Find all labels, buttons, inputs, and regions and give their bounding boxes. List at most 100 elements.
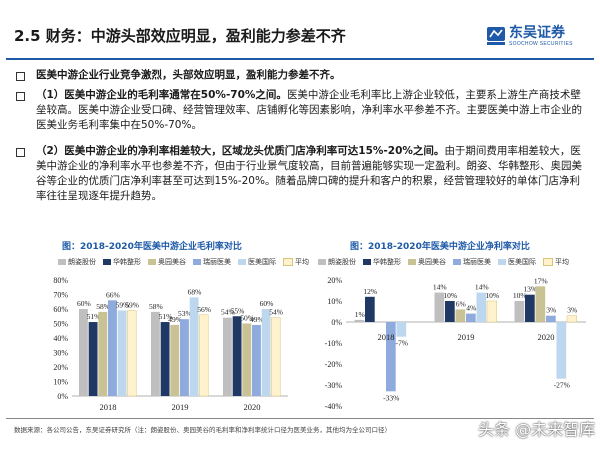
y-tick-label: 30%	[53, 349, 68, 358]
legend-swatch	[58, 259, 66, 265]
bar-value-label: 54%	[269, 308, 283, 317]
legend-swatch	[453, 259, 461, 265]
bullet-1-bold: 医美中游企业行业竞争激烈，头部效应明显，盈利能力参差不齐。	[36, 69, 341, 81]
legend-label: 奥园美谷	[418, 258, 446, 266]
bar	[386, 322, 396, 392]
bar	[127, 310, 137, 397]
bar-value-label: 51%	[87, 312, 101, 321]
bar-value-label: 54%	[221, 308, 235, 317]
legend-item: 华韩整形	[103, 257, 141, 267]
watermark: 头条 @未来智库	[478, 420, 596, 439]
bar-value-label: -7%	[396, 339, 409, 348]
bar	[252, 324, 261, 396]
legend-swatch	[363, 259, 371, 265]
bar-value-label: 14%	[475, 283, 489, 292]
legend-item: 奥园美谷	[148, 257, 186, 267]
bar	[546, 315, 556, 322]
x-category-label: 2020	[538, 332, 555, 342]
y-tick-label: -20%	[325, 360, 343, 369]
bullet-checkbox-icon	[16, 148, 25, 157]
y-tick-label: 40%	[53, 334, 68, 343]
bar	[88, 322, 98, 396]
bar	[79, 309, 88, 396]
bar	[223, 317, 232, 396]
legend-item: 奥园美谷	[408, 257, 446, 267]
y-tick-label: 10%	[327, 297, 342, 306]
legend-swatch	[193, 259, 201, 265]
bullet-checkbox-icon	[16, 72, 25, 81]
header-rule	[6, 58, 594, 60]
legend-label: 朗姿股份	[68, 258, 96, 266]
bar	[242, 323, 252, 396]
legend-swatch	[148, 259, 156, 265]
bar-value-label: 17%	[534, 276, 548, 285]
y-tick-label: -40%	[325, 402, 343, 411]
legend-swatch	[283, 258, 293, 266]
bar-value-label: 53%	[178, 309, 192, 318]
legend-item: 瑞丽医美	[193, 257, 231, 267]
bar	[117, 310, 127, 396]
bar	[271, 317, 281, 397]
legend-swatch	[318, 259, 326, 265]
bar	[354, 319, 365, 322]
x-category-label: 2020	[244, 402, 261, 412]
bar-value-label: 60%	[260, 299, 274, 308]
bullet-item-3: （2）医美中游企业的净利率相差较大，区域龙头优质门店净利率可达15%-20%之间…	[36, 144, 586, 204]
legend-label: 医美国际	[508, 258, 536, 266]
bar-value-label: 60%	[77, 299, 91, 308]
bar-value-label: 68%	[188, 287, 202, 296]
y-tick-label: 0%	[57, 392, 68, 401]
bar-value-label: 59%	[116, 300, 130, 309]
y-tick-label: -10%	[325, 339, 343, 348]
y-tick-label: -30%	[325, 381, 343, 390]
page-title: 2.5 财务：中游头部效应明显，盈利能力参差不齐	[14, 27, 346, 45]
legend-label: 华韩整形	[113, 258, 141, 266]
legend-swatch	[408, 259, 416, 265]
bar-value-label: 58%	[96, 302, 110, 311]
bar-value-label: 10%	[513, 291, 527, 300]
bar-value-label: 58%	[149, 302, 163, 311]
bar	[261, 309, 271, 396]
y-tick-label: 70%	[53, 291, 68, 300]
legend-item: 瑞丽医美	[453, 257, 491, 267]
bar-value-label: 49%	[168, 315, 182, 324]
legend-item: 朗姿股份	[58, 257, 96, 267]
bar-value-label: 50%	[240, 314, 254, 323]
company-logo: 东吴证券 SOOCHOW SECURITIES	[486, 22, 586, 50]
legend-label: 华韩整形	[373, 258, 401, 266]
logo-subtext: SOOCHOW SECURITIES	[509, 40, 573, 47]
bar-value-label: 12%	[363, 287, 377, 296]
bar	[189, 297, 199, 396]
legend-swatch	[103, 259, 111, 265]
bar	[108, 300, 117, 396]
bar	[170, 324, 180, 396]
legend-item: 平均	[543, 257, 569, 267]
bar	[445, 301, 455, 322]
legend-label: 平均	[555, 258, 569, 266]
legend-swatch	[498, 259, 506, 265]
bullet-item-2: （1）医美中游企业的毛利率通常在50%-70%之间。医美中游企业毛利率比上游企业…	[36, 88, 586, 133]
legend-swatch	[238, 259, 246, 265]
chart-right-title: 图：2018-2020年医美中游企业净利率对比	[350, 242, 530, 252]
bullet-2-bold: （1）医美中游企业的毛利率通常在50%-70%之间。	[36, 89, 287, 101]
legend-item: 华韩整形	[363, 257, 401, 267]
legend-label: 平均	[295, 258, 309, 266]
bar	[151, 311, 160, 396]
gross-margin-chart: 0%10%20%30%40%50%60%70%80%60%51%58%66%59…	[53, 276, 288, 412]
bar-value-label: 51%	[159, 312, 173, 321]
bar	[396, 322, 407, 337]
y-tick-label: 80%	[53, 276, 68, 285]
bar	[514, 301, 525, 322]
y-tick-label: 50%	[53, 320, 68, 329]
bullet-2-text: 医美中游企业毛利率比上游企业较低，主要系上游生产商技术壁垒较高。医美中游企业受口…	[36, 89, 582, 131]
bullet-item-1: 医美中游企业行业竞争激烈，头部效应明显，盈利能力参差不齐。	[36, 68, 586, 83]
footer-rule	[6, 418, 594, 419]
bar-value-label: 6%	[456, 299, 466, 308]
legend-item: 朗姿股份	[318, 257, 356, 267]
net-margin-chart: -40% -30% -20% -10% 0% 10% 20% 1% 12% -33% -7%2018…	[325, 276, 586, 411]
bar	[180, 319, 189, 396]
bar	[232, 316, 242, 396]
bullet-checkbox-icon	[16, 92, 25, 101]
bar	[434, 292, 445, 322]
bar-value-label: 14%	[433, 283, 447, 292]
